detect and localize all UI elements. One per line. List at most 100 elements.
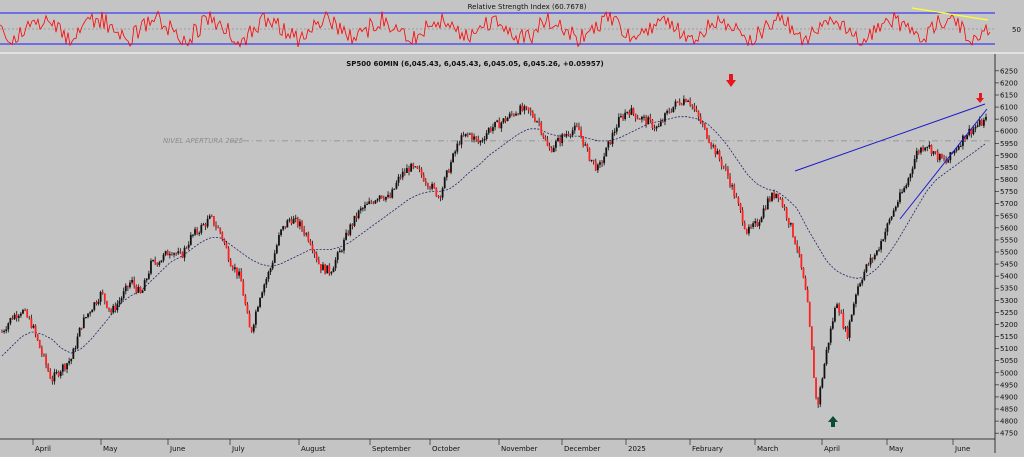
candle-body [817,397,820,405]
candle-body [173,253,175,255]
candle-body [510,113,513,115]
candle-body [569,134,572,136]
candle-body [655,126,658,129]
candle-body [695,109,698,112]
candle-body [227,248,230,261]
candle-body [529,110,532,113]
candle-body [567,134,570,136]
candle-body [976,125,979,127]
candle-body [985,116,987,120]
candle-body [89,312,92,314]
candle-body [739,203,742,211]
candle-body [313,250,316,255]
candle-body [326,265,329,274]
moving-average-line [1,116,987,357]
candle-body [137,286,140,293]
candle-body [542,133,545,138]
candle-body [687,100,689,102]
candle-body [61,364,64,372]
support-trendline [899,108,988,220]
candle-body [254,311,257,325]
candle-body [554,141,557,148]
y-tick-label: 5550 [1000,236,1018,244]
candle-body [626,111,629,113]
candle-body [983,119,985,126]
candle-body [743,223,746,229]
candle-body [338,250,341,253]
candle-body [481,140,484,142]
candle-body [370,201,373,203]
x-tick-label: September [372,445,411,453]
candle-body [852,303,855,315]
candle-body [710,142,713,147]
candle-body [622,116,624,119]
candle-body [296,217,299,227]
candle-body [907,178,910,186]
candle-body [733,185,736,197]
candle-body [177,251,180,254]
candle-body [844,327,847,329]
candle-body [752,223,755,227]
down-arrow-icon [726,74,736,87]
candle-body [731,185,734,187]
candle-body [168,254,171,256]
candle-body [45,355,47,365]
y-tick-label: 4750 [1000,430,1018,438]
candle-body [682,99,685,105]
candle-body [829,328,832,343]
candle-body [697,111,700,117]
candle-body [762,208,765,218]
candle-body [804,278,807,290]
candle-body [930,144,933,154]
candle-body [938,154,941,160]
candle-body [269,268,272,272]
candle-body [32,325,35,328]
y-tick-label: 6100 [1000,104,1018,112]
candle-body [594,161,597,171]
candle-body [70,358,73,362]
candle-body [792,223,794,237]
candle-body [202,224,205,226]
candle-body [15,314,18,318]
candle-body [139,286,142,293]
candle-body [538,121,541,123]
candle-body [892,210,895,217]
candle-body [408,168,410,172]
candle-body [934,151,937,153]
candle-body [899,192,901,203]
candle-body [867,264,870,266]
candle-body [888,219,891,224]
y-tick-label: 4850 [1000,406,1018,414]
candle-body [76,336,79,349]
candle-body [966,135,969,140]
candle-body [676,101,679,103]
candle-body [571,130,574,136]
x-axis: April May June July August September October No… [32,439,970,453]
candle-body [51,378,54,382]
candle-body [5,329,8,332]
candle-body [336,252,339,260]
candle-body [857,286,859,295]
candle-body [181,252,184,258]
candle-body [387,194,389,197]
candle-body [49,371,52,379]
candle-body [957,146,960,150]
candle-body [928,144,931,147]
candle-body [437,196,440,198]
candle-body [372,202,375,204]
candle-body [825,349,828,365]
y-tick-label: 6250 [1000,67,1018,75]
candle-body [468,133,471,135]
y-tick-label: 5150 [1000,333,1018,341]
candle-body [471,133,473,140]
candle-body [869,257,872,265]
candle-body [693,105,696,110]
candle-body [36,334,39,341]
candle-body [320,264,322,271]
candle-body [771,192,773,201]
opening-level-label: NIVEL APERTURA 2025 [163,137,244,145]
candle-body [391,189,394,198]
candle-body [340,250,343,252]
candle-body [26,310,29,318]
